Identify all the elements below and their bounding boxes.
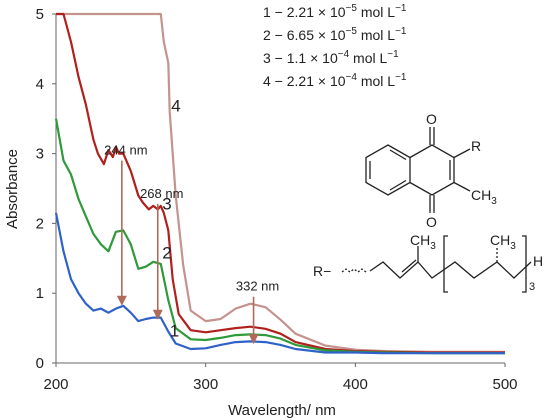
x-tick-label: 500 [492, 376, 517, 393]
chain-wavy-bond [341, 268, 367, 273]
legend-entry: 3 − 1.1 × 10−4 mol L−1 [263, 49, 399, 66]
annotation-arrow-head [116, 295, 127, 306]
chain-double-bond [401, 259, 417, 273]
annotation-label: 332 nm [236, 279, 279, 294]
x-tick-label: 400 [343, 376, 368, 393]
series-lines [54, 12, 505, 355]
curve-label: 2 [162, 243, 171, 262]
y-tick-label: 2 [36, 215, 44, 232]
methyl-bond [453, 181, 471, 192]
x-tick-label: 300 [193, 376, 218, 393]
chain-backbone [369, 261, 532, 279]
y-tick-label: 5 [36, 6, 44, 23]
y-tick-label: 3 [36, 146, 44, 163]
curve-label: 1 [170, 321, 179, 340]
y-tick-label: 4 [36, 76, 44, 93]
curve-number-labels: 4 3 2 1 [162, 97, 180, 341]
peak-annotations: 244 nm 268 nm 332 nm [104, 143, 279, 345]
r-definition-label: R− [313, 263, 331, 279]
curve-label: 4 [171, 97, 180, 116]
quinone-ring [409, 144, 455, 196]
legend-entry: 4 − 2.21 × 10−4 mol L−1 [263, 72, 407, 89]
r-bond [453, 148, 471, 159]
x-tick-labels: 200 300 400 500 [43, 363, 518, 393]
y-axis-title: Absorbance [4, 149, 21, 229]
oxygen-top-label: O [426, 111, 437, 127]
annotation-arrow-head [248, 334, 259, 345]
chain-terminal-h-label: H [533, 253, 543, 269]
y-tick-label: 0 [36, 355, 44, 372]
r-group-label: R [471, 138, 481, 154]
series-line-2 [54, 118, 505, 355]
annotation-label: 268 nm [140, 186, 183, 201]
chart-legend: 1 − 2.21 × 10−5 mol L−1 2 − 6.65 × 10−5 m… [263, 3, 407, 89]
bracket-left [443, 235, 448, 293]
oxygen-bottom-label: O [426, 214, 437, 230]
chain-methyl-a-label: CH3 [410, 232, 436, 252]
x-tick-label: 200 [43, 376, 68, 393]
chain-repeat-subscript: 3 [529, 281, 535, 293]
annotation-label: 244 nm [104, 143, 147, 158]
y-tick-labels: 0 1 2 3 4 5 [36, 6, 56, 372]
curve-label: 3 [162, 194, 171, 213]
legend-entry: 1 − 2.21 × 10−5 mol L−1 [263, 3, 407, 20]
legend-entry: 2 − 6.65 × 10−5 mol L−1 [263, 26, 407, 43]
structure-labels: O O R CH3 R− CH3 CH3 H 3 [313, 111, 543, 293]
annotation-arrow-head [152, 309, 163, 320]
benzene-ring [365, 144, 411, 196]
series-line-4 [56, 12, 505, 353]
chain-methyl-b-label: CH3 [490, 232, 516, 252]
y-tick-label: 1 [36, 285, 44, 302]
benzene-inner-bond [389, 179, 407, 191]
series-line-1 [54, 212, 505, 355]
benzene-inner-bond [389, 149, 407, 161]
chart-axes [55, 14, 505, 364]
bracket-right [522, 235, 527, 293]
x-axis-title: Wavelength/ nm [228, 402, 336, 419]
series-line-3 [56, 12, 505, 354]
ring-methyl-label: CH3 [471, 187, 497, 207]
vitamin-k-structure [341, 127, 532, 293]
